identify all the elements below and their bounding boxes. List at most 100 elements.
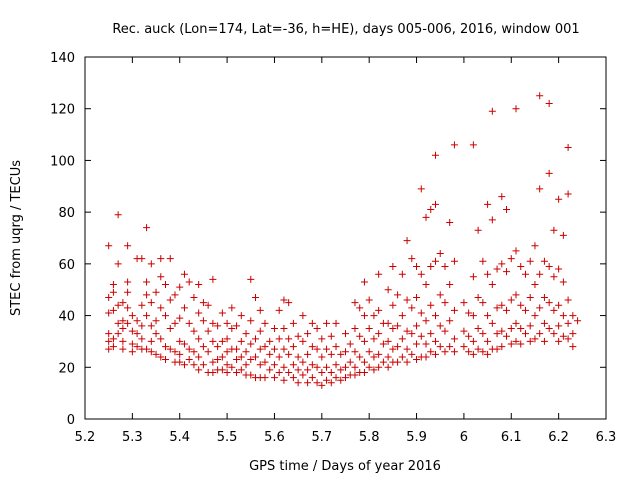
data-point [436, 343, 444, 351]
data-point [360, 312, 368, 320]
data-point [323, 345, 331, 353]
data-point [199, 317, 207, 325]
data-point [114, 330, 122, 338]
data-point [337, 366, 345, 374]
data-point [223, 368, 231, 376]
data-point [403, 237, 411, 245]
data-point [171, 291, 179, 299]
data-point [474, 325, 482, 332]
data-point [308, 343, 316, 351]
data-point [109, 343, 117, 351]
data-point [171, 319, 179, 327]
data-point [559, 312, 567, 320]
data-point [270, 345, 278, 353]
data-point [569, 330, 577, 338]
data-point [337, 376, 345, 384]
y-tick-label: 80 [58, 206, 75, 221]
data-point [299, 312, 307, 320]
data-point [327, 332, 335, 340]
data-point [133, 343, 141, 351]
data-point [422, 353, 430, 361]
data-point [327, 350, 335, 358]
data-point [128, 340, 136, 348]
data-point [360, 368, 368, 376]
data-point [540, 293, 548, 301]
data-point [176, 337, 184, 345]
data-point [180, 340, 188, 348]
data-point [176, 314, 184, 322]
data-point [332, 361, 340, 369]
data-point [351, 363, 359, 371]
data-point [209, 358, 217, 366]
data-point [484, 312, 492, 320]
data-point [323, 319, 331, 327]
data-point [375, 306, 383, 314]
data-point [270, 374, 278, 382]
data-point [536, 330, 544, 338]
data-point [498, 301, 506, 309]
data-point [342, 348, 349, 356]
data-point [450, 141, 458, 149]
data-point [133, 330, 141, 338]
data-point [323, 363, 331, 371]
data-point [564, 335, 572, 343]
data-point [351, 348, 359, 356]
data-point [408, 330, 416, 338]
data-point [370, 366, 378, 374]
data-point [342, 330, 349, 338]
data-point [484, 270, 492, 278]
data-point [289, 343, 297, 351]
data-point [474, 293, 482, 301]
data-point [384, 363, 392, 371]
data-point [431, 257, 439, 265]
data-point [214, 343, 222, 351]
data-point [555, 195, 563, 203]
data-point [559, 278, 567, 286]
data-point [427, 348, 435, 356]
data-point [209, 275, 217, 283]
data-point [574, 317, 582, 325]
data-point [195, 353, 203, 361]
data-point [176, 350, 184, 358]
data-point [270, 325, 278, 332]
data-point [536, 92, 544, 100]
data-point [105, 345, 113, 353]
data-point [109, 288, 117, 296]
data-point [484, 350, 492, 358]
data-point [351, 325, 359, 332]
data-point [375, 330, 383, 338]
data-point [199, 361, 207, 369]
data-point [237, 312, 245, 320]
data-point [474, 345, 482, 353]
data-point [365, 325, 373, 332]
data-point [138, 335, 146, 343]
data-point [479, 348, 487, 356]
data-point [299, 358, 307, 366]
y-axis-label: STEC from uqrg / TECUs [9, 160, 24, 316]
data-point [152, 330, 160, 338]
data-point [166, 325, 174, 332]
data-point [304, 330, 312, 338]
y-axis: 0 20 40 60 80 100 120 140 [50, 51, 606, 428]
data-point [114, 319, 122, 327]
data-point [417, 185, 425, 193]
data-point [280, 363, 288, 371]
data-point [313, 345, 321, 353]
data-point [479, 257, 487, 265]
data-point [313, 379, 321, 387]
data-point [346, 340, 354, 348]
data-point [299, 337, 307, 345]
data-point [204, 327, 212, 335]
data-point [147, 260, 155, 268]
data-point [332, 343, 340, 351]
data-point [469, 141, 477, 149]
y-tick-label: 120 [50, 103, 75, 118]
data-point [147, 299, 155, 307]
data-point [223, 348, 231, 356]
data-point [465, 348, 473, 356]
x-axis-label: GPS time / Days of year 2016 [249, 459, 441, 474]
data-point [356, 332, 364, 340]
data-point [128, 327, 136, 335]
data-point [209, 368, 217, 376]
data-point [162, 356, 170, 364]
